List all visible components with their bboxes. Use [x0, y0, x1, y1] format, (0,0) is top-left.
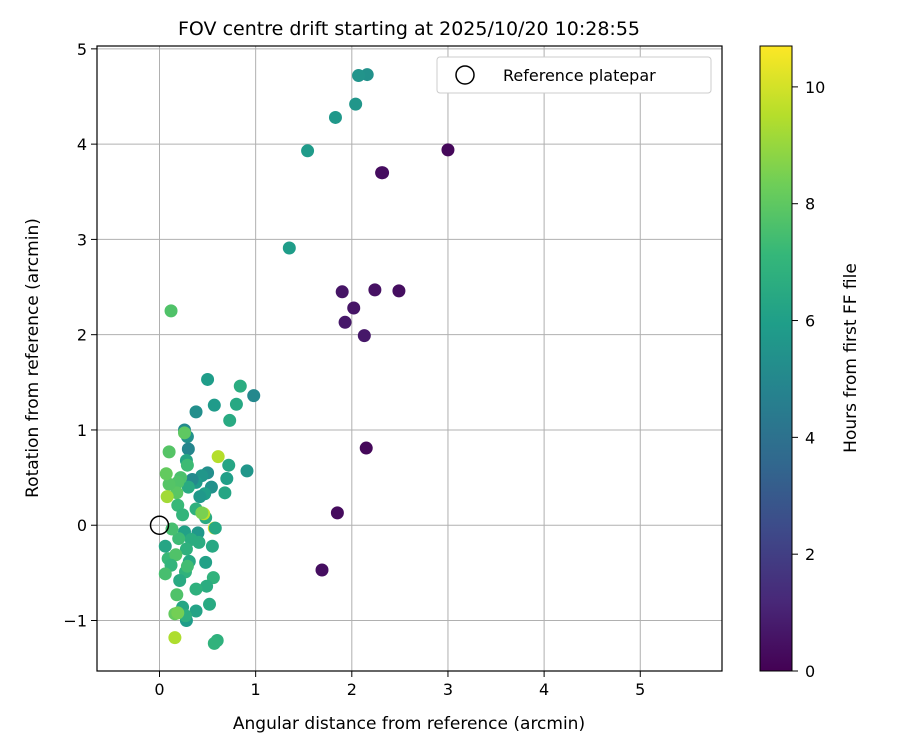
colorbar-tick-label: 10	[805, 78, 825, 97]
data-point	[233, 379, 247, 393]
data-point	[347, 301, 361, 315]
data-point	[222, 458, 236, 472]
colorbar-ticks: 0 2 4 6 8 10	[792, 78, 825, 681]
data-point	[176, 508, 190, 522]
y-tick-label: 5	[77, 40, 87, 59]
data-point	[376, 166, 390, 180]
data-point	[199, 555, 213, 569]
data-point	[160, 490, 174, 504]
data-point	[207, 636, 221, 650]
data-point	[159, 467, 173, 481]
data-point	[247, 389, 261, 403]
reference-point	[149, 515, 170, 535]
x-tick-label: 0	[154, 680, 164, 699]
x-tick-label: 2	[347, 680, 357, 699]
y-tick-label: 2	[77, 326, 87, 345]
data-point	[193, 490, 207, 504]
data-point	[392, 284, 406, 298]
data-point	[169, 548, 183, 562]
data-point	[189, 604, 203, 618]
data-point	[180, 559, 194, 573]
data-point	[359, 441, 373, 455]
x-axis-label: Angular distance from reference (arcmin)	[233, 714, 585, 734]
data-point	[282, 241, 296, 255]
plot-frame	[96, 45, 723, 672]
data-point	[203, 597, 216, 611]
data-point	[368, 283, 382, 297]
legend: Reference platepar	[436, 56, 712, 94]
data-point	[240, 464, 254, 478]
legend-marker-reference	[455, 65, 475, 85]
colorbar-label: Hours from first FF file	[841, 263, 861, 453]
data-point	[189, 405, 203, 419]
data-point	[171, 606, 185, 620]
y-tick-label: 1	[77, 421, 87, 440]
data-point	[205, 539, 219, 553]
colorbar-tick-label: 0	[805, 662, 815, 681]
data-point	[201, 372, 215, 386]
legend-entry-reference: Reference platepar	[503, 66, 656, 85]
plot-background	[97, 46, 722, 671]
data-point	[208, 521, 222, 535]
data-point	[178, 426, 191, 440]
data-point	[357, 329, 371, 343]
data-point	[220, 472, 234, 486]
data-point	[180, 458, 194, 472]
chart-title: FOV centre drift starting at 2025/10/20 …	[178, 18, 640, 40]
data-point	[229, 397, 243, 411]
colorbar: 0 2 4 6 8 10 Hours from first FF file	[759, 45, 861, 681]
colorbar-tick-label: 2	[805, 545, 815, 564]
data-point	[173, 573, 187, 587]
legend-box	[436, 56, 712, 94]
colorbar-tick-label: 6	[805, 312, 815, 331]
data-point	[192, 535, 206, 549]
data-point	[189, 582, 203, 596]
data-point	[223, 413, 237, 427]
data-point	[172, 532, 186, 546]
colorbar-gradient	[759, 45, 793, 672]
data-point	[195, 506, 209, 520]
grid	[97, 46, 722, 671]
data-point	[162, 477, 176, 491]
y-axis-label: Rotation from reference (arcmin)	[23, 218, 43, 498]
data-point	[211, 450, 225, 464]
data-point	[315, 563, 329, 577]
x-axis-ticks: 0 1 2 3 4 5	[154, 671, 645, 699]
data-point	[168, 631, 182, 645]
colorbar-tick-label: 4	[805, 428, 815, 447]
data-point	[162, 445, 176, 459]
data-point	[301, 144, 315, 158]
y-axis-ticks: −1 0 1 2 3 4 5	[63, 40, 97, 631]
data-points	[149, 68, 455, 650]
data-point	[158, 567, 172, 581]
data-point	[179, 542, 193, 556]
data-point	[338, 315, 352, 329]
data-point	[330, 506, 344, 520]
data-point	[181, 480, 195, 494]
data-point	[158, 539, 172, 553]
data-point	[181, 442, 195, 456]
data-point	[335, 285, 349, 299]
y-tick-label: 0	[77, 516, 87, 535]
data-point	[170, 588, 184, 602]
data-point	[352, 69, 366, 83]
plot-area: 0 1 2 3 4 5 −1 0 1 2 3 4 5	[63, 40, 723, 699]
data-point	[328, 110, 342, 124]
colorbar-tick-label: 8	[805, 195, 815, 214]
y-tick-label: −1	[63, 612, 87, 631]
x-tick-label: 1	[251, 680, 261, 699]
y-tick-label: 3	[77, 230, 87, 249]
y-tick-label: 4	[77, 135, 87, 154]
data-point	[207, 398, 221, 412]
x-tick-label: 4	[539, 680, 549, 699]
x-tick-label: 5	[635, 680, 645, 699]
data-point	[200, 579, 214, 593]
x-tick-label: 3	[443, 680, 453, 699]
data-point	[218, 486, 232, 500]
data-point	[441, 143, 455, 157]
data-point	[349, 97, 363, 111]
data-point	[164, 304, 178, 318]
